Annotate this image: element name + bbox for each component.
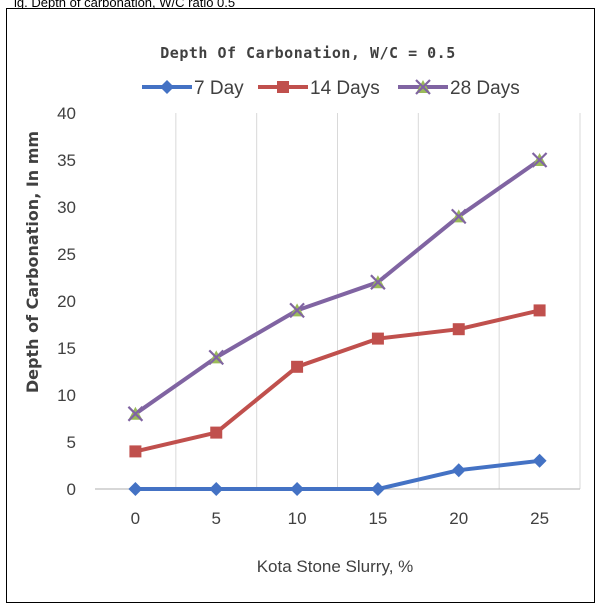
y-tick-label: 0 [67,480,76,499]
x-tick-label: 5 [212,509,221,528]
series-line-2 [133,308,542,454]
data-point [450,208,467,225]
x-tick-label: 15 [368,509,387,528]
y-axis-label: Depth of Carbonation, In mm [23,131,42,393]
data-point [290,482,305,496]
legend: 7 Day 14 Days 28 Days [142,78,520,99]
marker-x [127,406,144,422]
marker-x [531,152,548,168]
data-point [128,482,143,496]
y-tick-label: 5 [67,433,76,452]
marker-x [208,349,225,366]
y-tick-label: 35 [57,151,76,170]
data-point [532,453,547,468]
cropped-caption-text: ig. Depth of carbonation, W/C ratio 0.5 [14,0,236,9]
y-axis-ticks: 0 5 10 15 20 25 30 35 40 [57,104,76,499]
chart-title: Depth Of Carbonation, W/C = 0.5 [160,44,455,62]
marker-x [450,208,467,225]
legend-label: 7 Day [194,78,244,99]
data-point [370,482,385,496]
data-point [371,332,384,345]
legend-marker [415,79,431,95]
x-axis-label: Kota Stone Slurry, % [257,557,414,576]
legend-label: 14 Days [310,78,380,99]
series-line-3 [133,158,542,416]
y-tick-label: 30 [57,198,76,217]
y-tick-label: 25 [57,245,76,264]
data-point [127,406,144,422]
y-tick-label: 15 [57,339,76,358]
marker-x [415,79,431,95]
gridlines [175,113,581,489]
x-tick-label: 20 [449,509,468,528]
x-tick-label: 25 [530,509,549,528]
data-point [129,445,142,458]
data-point [209,482,224,496]
x-tick-label: 0 [131,509,140,528]
y-tick-label: 20 [57,292,76,311]
data-point [291,360,304,373]
data-point [533,304,546,317]
legend-label: 28 Days [450,78,520,99]
data-point [370,274,386,290]
data-point [451,463,466,478]
x-tick-label: 10 [288,509,307,528]
y-tick-label: 10 [57,386,76,405]
data-point [452,323,465,336]
x-axis: 0 5 10 15 20 25 [95,488,580,528]
marker-x [289,302,305,319]
data-point [210,426,223,439]
legend-marker [160,80,174,94]
series-markers [127,152,548,496]
data-point [208,349,225,366]
series-line-1 [133,458,542,491]
marker-x [370,274,386,290]
data-point [289,302,305,319]
legend-marker [277,81,289,93]
series-lines [133,158,542,491]
y-tick-label: 40 [57,104,76,123]
data-point [531,152,548,168]
